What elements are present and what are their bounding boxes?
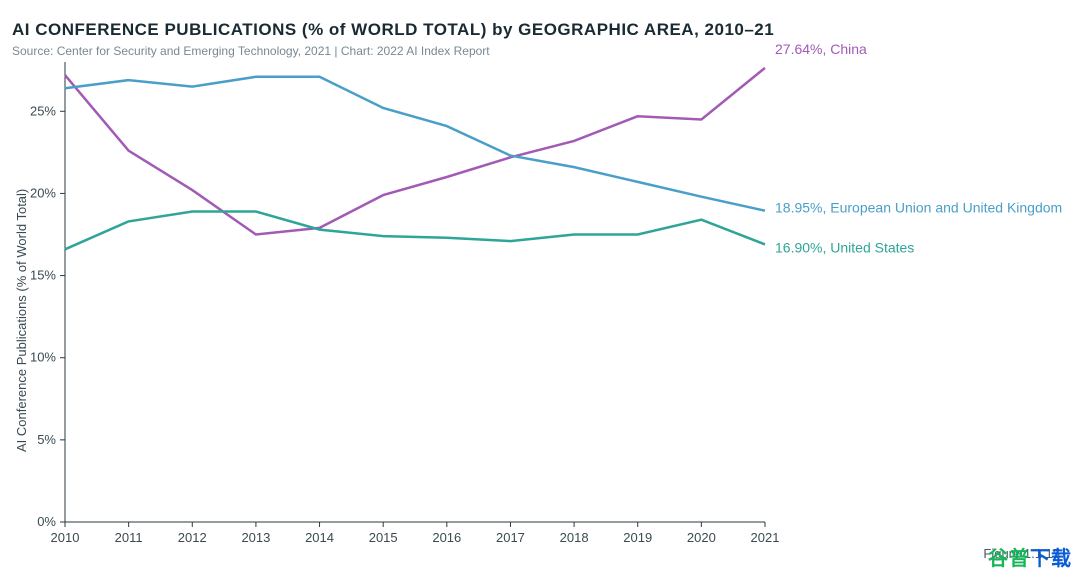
x-tick-label: 2018 [560, 530, 589, 545]
watermark: 谷普下载 [988, 542, 1072, 571]
series-line-european-union-and-united-kingdom [65, 77, 765, 211]
y-tick-label: 25% [30, 103, 56, 118]
x-tick-label: 2012 [178, 530, 207, 545]
x-tick-label: 2011 [115, 530, 143, 545]
y-tick-label: 10% [30, 350, 56, 365]
x-tick-label: 2015 [369, 530, 398, 545]
series-line-china [65, 68, 765, 235]
x-tick-label: 2010 [51, 530, 80, 545]
y-tick-label: 20% [30, 185, 56, 200]
y-tick-label: 15% [30, 268, 56, 283]
chart-container: AI CONFERENCE PUBLICATIONS (% of WORLD T… [0, 0, 1080, 579]
x-tick-label: 2019 [623, 530, 652, 545]
x-tick-label: 2017 [496, 530, 525, 545]
series-end-label: 16.90%, United States [775, 239, 914, 255]
y-tick-label: 5% [37, 432, 56, 447]
y-tick-label: 0% [37, 514, 56, 529]
series-end-label: 27.64%, China [775, 41, 867, 57]
chart-plot: 0% 5% 10% 15% 20% 25% 2010 2011 2012 2013 2014 2015… [0, 0, 1080, 579]
x-tick-label: 2013 [241, 530, 270, 545]
x-tick-label: 2014 [305, 530, 334, 545]
x-tick-label: 2021 [751, 530, 780, 545]
x-tick-label: 2016 [432, 530, 461, 545]
x-tick-label: 2020 [687, 530, 716, 545]
series-end-label: 18.95%, European Union and United Kingdo… [775, 200, 1062, 216]
series-line-united-states [65, 212, 765, 250]
